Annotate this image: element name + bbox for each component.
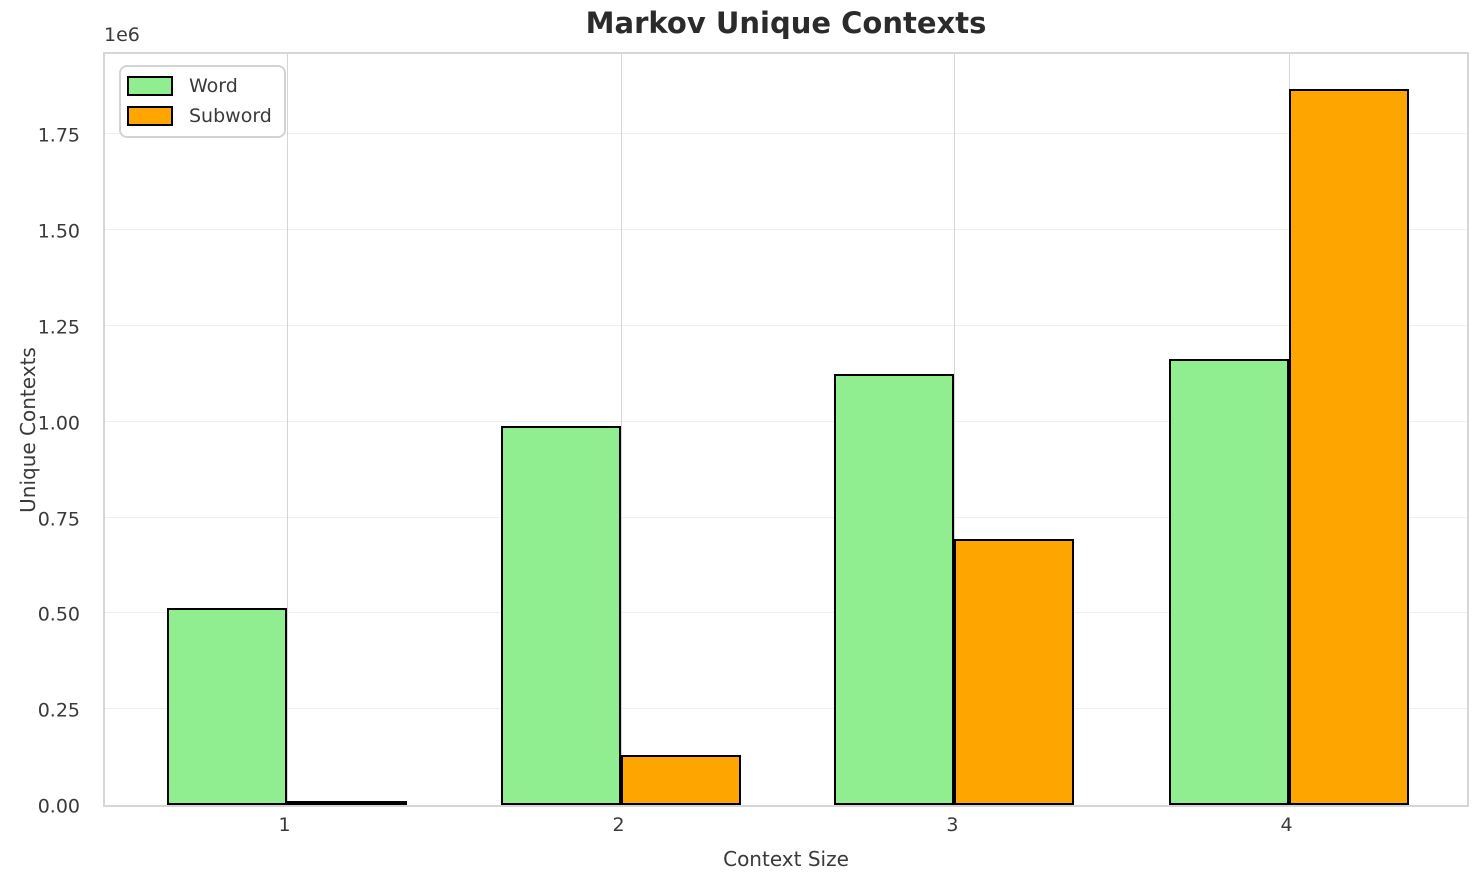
y-tick-1.75: 1.75 xyxy=(37,124,80,147)
chart-title: Markov Unique Contexts xyxy=(585,6,987,40)
y-tick-1.00: 1.00 xyxy=(37,412,80,435)
y-tick-1.25: 1.25 xyxy=(37,316,80,339)
plot-area: Word Subword xyxy=(103,52,1469,807)
x-tick-4: 4 xyxy=(1280,814,1293,836)
x-axis-tick-labels: 1 2 3 4 xyxy=(103,816,1469,842)
gridline-y-1250000 xyxy=(105,325,1467,327)
legend-row-word: Word xyxy=(127,76,272,97)
y-tick-0.50: 0.50 xyxy=(37,603,80,626)
y-axis-offset-label: 1e6 xyxy=(104,24,140,46)
gridline-x-1 xyxy=(286,54,288,805)
gridline-y-1000000 xyxy=(105,420,1467,422)
legend-swatch-word xyxy=(127,76,173,97)
gridline-y-750000 xyxy=(105,516,1467,518)
y-tick-0.25: 0.25 xyxy=(37,699,80,722)
gridline-x-2 xyxy=(620,54,622,805)
x-tick-3: 3 xyxy=(946,814,959,836)
x-tick-2: 2 xyxy=(612,814,625,836)
y-tick-0.00: 0.00 xyxy=(37,795,80,818)
y-tick-0.75: 0.75 xyxy=(37,508,80,531)
x-axis-label: Context Size xyxy=(723,847,849,871)
gridline-y-1500000 xyxy=(105,229,1467,231)
legend-label-subword: Subword xyxy=(189,104,272,127)
gridline-y-250000 xyxy=(105,708,1467,710)
bar-subword-3 xyxy=(954,538,1075,805)
bar-word-3 xyxy=(834,373,955,805)
bar-word-1 xyxy=(166,607,287,805)
bar-subword-4 xyxy=(1288,88,1409,805)
y-axis-tick-labels: 0.00 0.25 0.50 0.75 1.00 1.25 1.50 1.75 xyxy=(0,52,95,816)
gridline-x-3 xyxy=(954,54,956,805)
bar-word-4 xyxy=(1168,358,1289,805)
bar-word-2 xyxy=(500,425,621,805)
y-tick-1.50: 1.50 xyxy=(37,220,80,243)
x-tick-1: 1 xyxy=(278,814,291,836)
bar-subword-2 xyxy=(620,755,741,805)
bar-subword-1 xyxy=(286,801,407,805)
gridline-y-500000 xyxy=(105,612,1467,614)
legend-row-subword: Subword xyxy=(127,104,272,127)
legend: Word Subword xyxy=(119,65,286,138)
gridline-y-1750000 xyxy=(105,133,1467,135)
legend-label-word: Word xyxy=(189,75,238,97)
legend-swatch-subword xyxy=(127,106,173,127)
